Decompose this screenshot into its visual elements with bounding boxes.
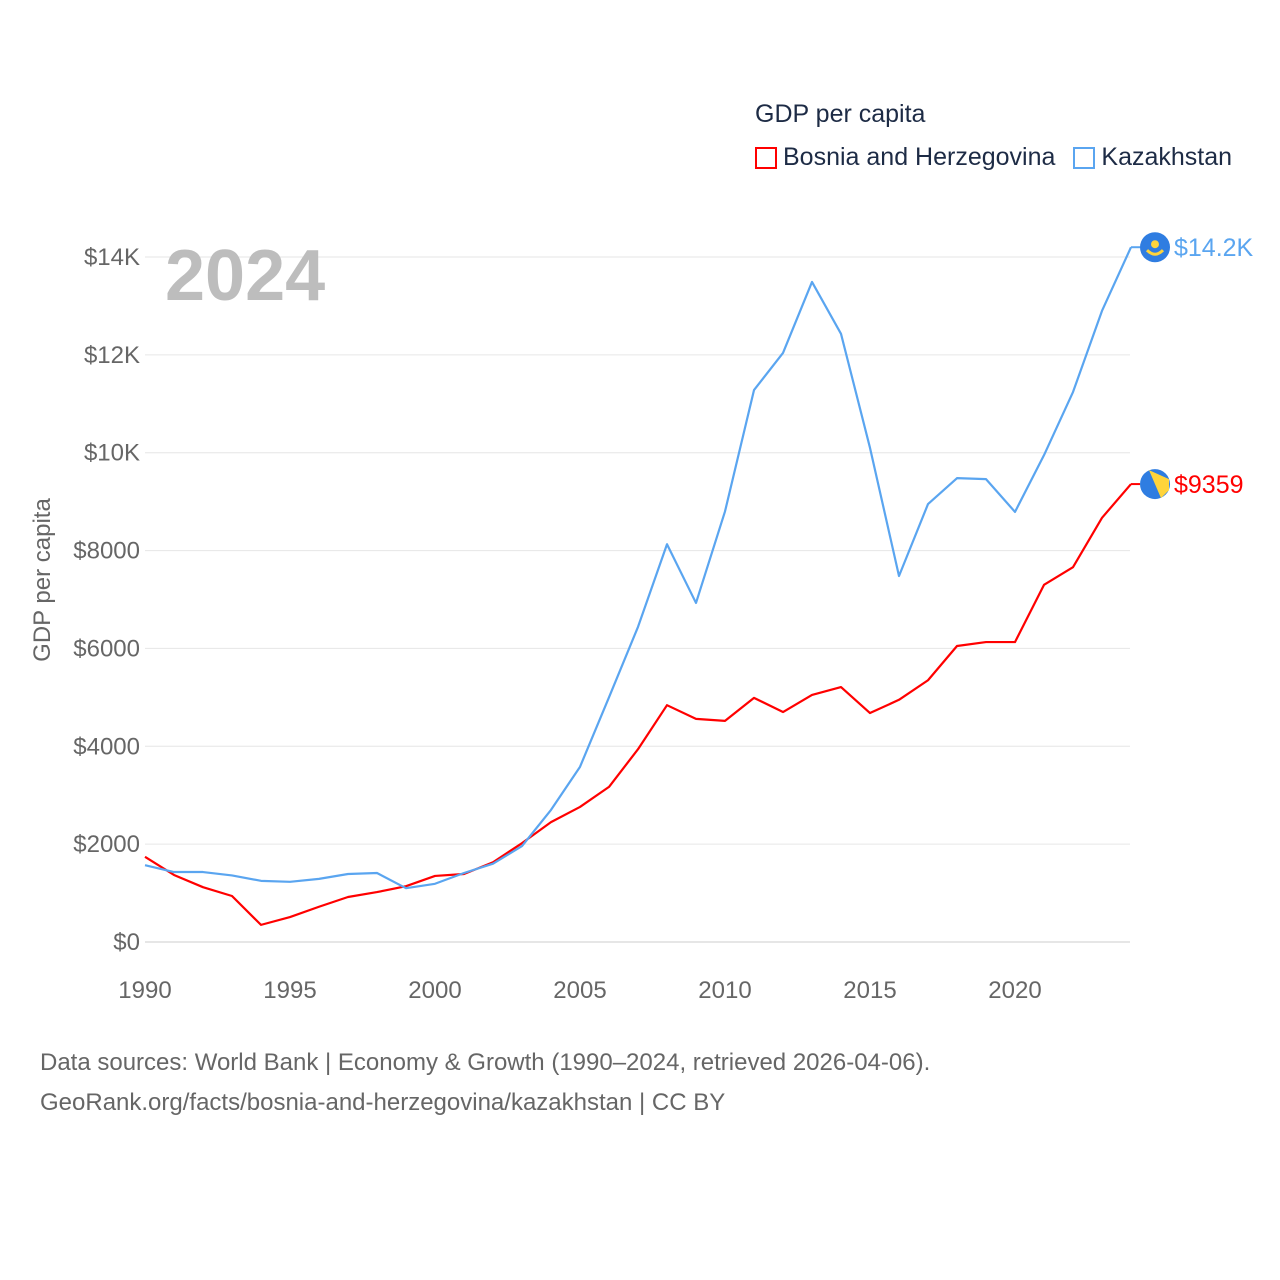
y-tick-label: $0 [113,929,140,956]
legend-item-bosnia[interactable]: Bosnia and Herzegovina [755,143,1055,172]
flag-eagle-icon [1145,249,1165,256]
year-label: 2024 [165,236,325,316]
series-line-kazakhstan [144,246,1133,890]
y-tick-label: $14K [84,244,140,271]
end-value-label: $9359 [1174,471,1244,499]
series-line-bosnia [144,483,1132,926]
legend-swatch-bosnia [755,146,777,169]
y-tick-label: $12K [84,342,140,369]
x-tick-label: 2005 [553,977,606,1004]
flag-sun-icon [1151,240,1159,249]
end-value-label: $14.2K [1174,234,1254,262]
y-tick-label: $2000 [73,831,140,858]
x-tick-label: 2000 [408,977,461,1004]
y-tick-label: $6000 [73,635,140,662]
x-tick-label: 2020 [988,977,1041,1004]
x-tick-label: 2015 [843,977,896,1004]
x-tick-label: 2010 [698,977,751,1004]
footer: Data sources: World Bank | Economy & Gro… [40,1043,930,1123]
y-tick-label: $8000 [73,538,140,565]
legend-swatch-kazakhstan [1073,146,1096,169]
legend-label: Kazakhstan [1101,143,1233,171]
y-tick-label: $10K [84,440,140,467]
flag-triangle-icon [1149,470,1169,499]
x-tick-label: 1995 [263,977,316,1004]
x-tick-label: 1990 [118,977,171,1004]
legend: Bosnia and Herzegovina Kazakhstan [755,143,1232,172]
legend-title: GDP per capita [755,100,926,128]
y-axis-label: GDP per capita [29,498,56,662]
footer-sources: Data sources: World Bank | Economy & Gro… [40,1049,931,1076]
footer-link[interactable]: GeoRank.org/facts/bosnia-and-herzegovina… [40,1089,726,1116]
legend-label: Bosnia and Herzegovina [783,143,1056,171]
y-tick-label: $4000 [73,733,140,760]
legend-item-kazakhstan[interactable]: Kazakhstan [1073,143,1232,172]
